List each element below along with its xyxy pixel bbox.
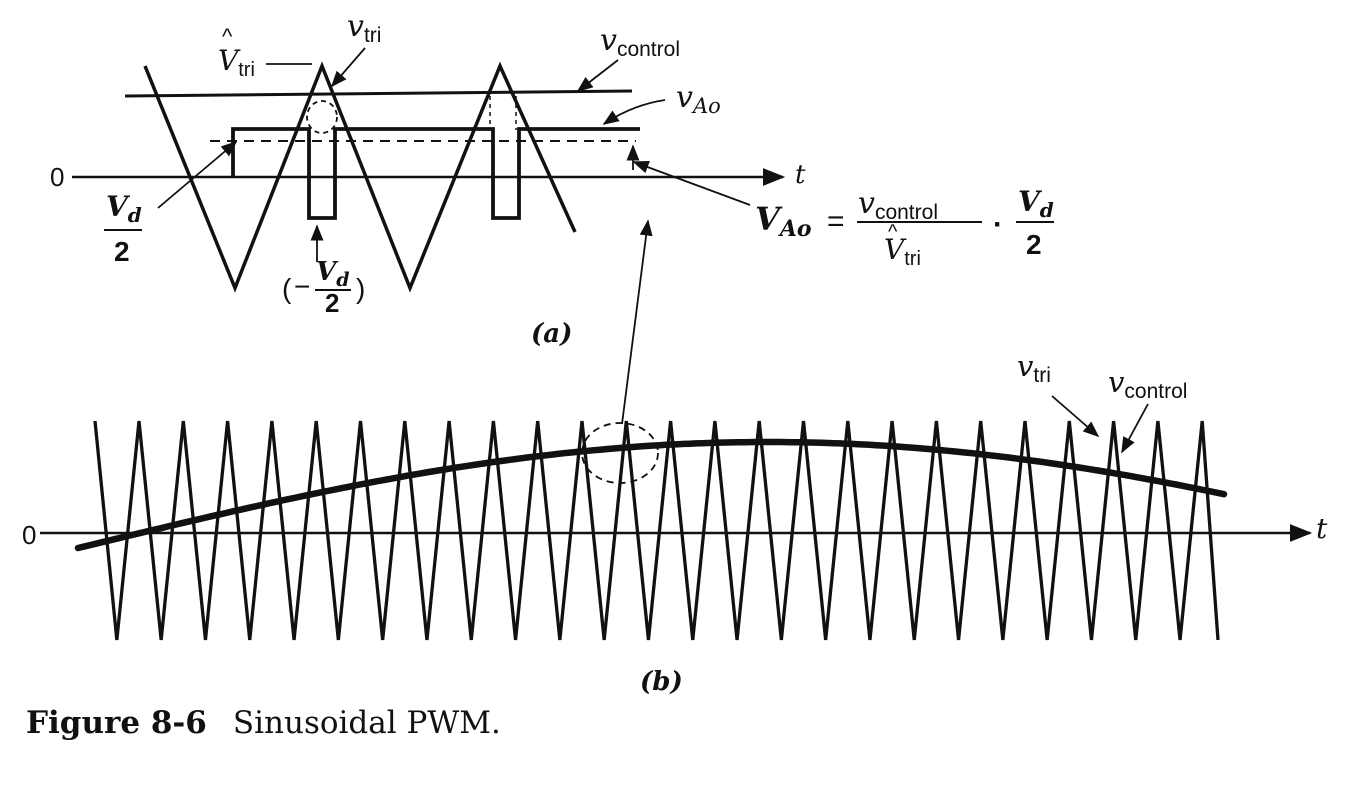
panel-a-vd2-pointer-arrow <box>157 140 238 209</box>
panel-a-zero-label: 0 <box>50 162 64 192</box>
svg-text:Vtri: Vtri <box>884 233 921 270</box>
svg-text:Vd: Vd <box>106 190 142 227</box>
panel-b-v-tri-waveform <box>93 420 1220 641</box>
panel-b-v-control-pointer-arrow <box>1121 403 1149 454</box>
svg-text:VAo: VAo <box>755 200 812 242</box>
panel-a-vao-equation-arrow <box>632 160 751 206</box>
panel-b-label: (b) <box>640 667 683 697</box>
panel-a-label: (a) <box>531 319 572 349</box>
svg-text:2: 2 <box>1026 229 1042 260</box>
panel-a-v-tri-label: vtri <box>347 9 381 47</box>
figure-caption-number: Figure 8-6 <box>26 705 207 741</box>
panel-b-v-control-waveform <box>74 438 1228 552</box>
panel-a-v-ao-label: vAo <box>676 80 721 118</box>
panel-a-v-control-pointer-arrow <box>576 59 619 92</box>
svg-text:2: 2 <box>325 288 339 318</box>
panel-a-v-tri-pointer-arrow <box>330 47 366 88</box>
svg-text:^: ^ <box>888 221 898 243</box>
panel-a-v-ao-waveform <box>231 127 640 220</box>
panel-a-crossing-highlight <box>306 100 338 134</box>
zoom-link-arrow <box>621 219 653 425</box>
panel-a-vao-equation: VAo = vcontrol ^ Vtri · Vd 2 <box>755 185 1054 270</box>
figure-caption: Figure 8-6 Sinusoidal PWM. <box>26 705 501 741</box>
panel-a: 0 t Vtri ^ vtri vcontrol <box>50 9 1054 425</box>
panel-b-v-control-label: vcontrol <box>1108 365 1187 403</box>
panel-a-v-control-label: vcontrol <box>600 23 680 61</box>
panel-a-t-label: t <box>795 160 806 190</box>
panel-a-vd2-label: Vd 2 <box>104 190 142 267</box>
figure-caption-title: Sinusoidal PWM. <box>232 705 501 741</box>
panel-b-v-tri-pointer-arrow <box>1051 395 1100 438</box>
svg-text:(: ( <box>282 273 292 304</box>
panel-a-v-tri-peak-hat: ^ <box>222 24 233 49</box>
panel-b: 0 t vtri vcontrol (b) <box>22 349 1328 697</box>
panel-b-v-tri-label: vtri <box>1017 349 1051 387</box>
panel-a-v-tri-peak-label: Vtri <box>218 44 255 81</box>
panel-a-v-tri-waveform <box>143 61 577 293</box>
panel-b-crossing-highlight <box>581 422 659 484</box>
svg-text:=: = <box>827 205 845 238</box>
svg-text:vcontrol: vcontrol <box>858 186 938 224</box>
svg-text:Vd: Vd <box>1018 185 1054 222</box>
svg-text:·: · <box>993 208 1003 241</box>
panel-b-t-label: t <box>1316 512 1328 545</box>
panel-a-v-control-line <box>124 89 633 98</box>
panel-a-v-ao-pointer-arrow <box>602 99 666 125</box>
panel-b-zero-label: 0 <box>22 520 36 550</box>
svg-text:2: 2 <box>114 236 130 267</box>
svg-text:Vd: Vd <box>316 257 349 291</box>
svg-text:−: − <box>294 271 310 302</box>
svg-text:): ) <box>356 273 365 304</box>
panel-a-neg-vd2-label: ( − Vd 2 ) <box>282 257 365 318</box>
